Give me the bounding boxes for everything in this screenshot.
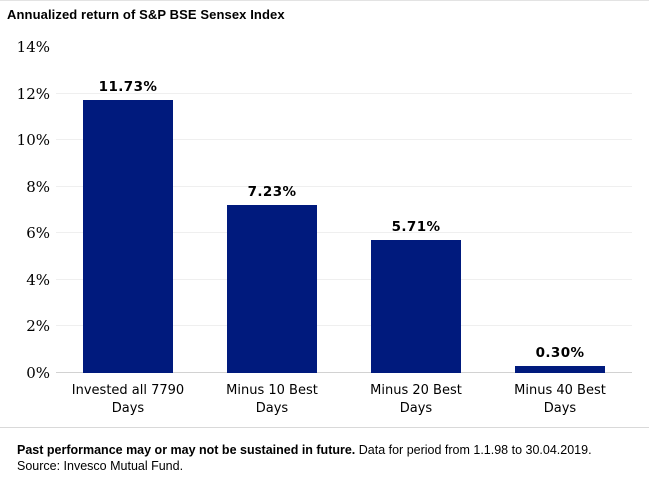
x-axis-baseline (56, 372, 632, 373)
bar-minus-40-best-days (515, 366, 605, 373)
bar-group-minus-40: 0.30% (488, 47, 632, 373)
bar-value-label: 11.73% (98, 78, 158, 95)
gridline (56, 325, 632, 327)
footer-divider (0, 427, 649, 428)
bar-group-minus-20: 5.71% (344, 47, 488, 373)
gridline (56, 278, 632, 280)
source-text: Source: Invesco Mutual Fund. (17, 459, 184, 473)
x-axis-labels: Invested all 7790 Days Minus 10 Best Day… (56, 382, 632, 418)
y-axis-tick: 6% (26, 224, 50, 243)
bar-invested-all-7790-days (83, 99, 173, 373)
gridline (56, 185, 632, 187)
chart-title: Annualized return of S&P BSE Sensex Inde… (7, 7, 285, 22)
y-axis-tick: 2% (26, 317, 50, 336)
bar-value-label: 0.30% (535, 345, 585, 361)
y-axis-tick: 10% (16, 131, 50, 150)
disclaimer-text: Past performance may or may not be susta… (17, 443, 592, 458)
gridline (56, 139, 632, 141)
y-axis-tick: 0% (26, 364, 50, 382)
y-axis-tick: 12% (16, 84, 50, 103)
disclaimer-regular: Data for period from 1.1.98 to 30.04.201… (355, 443, 592, 457)
y-axis: 14% 12% 10% 8% 6% 4% 2% 0% (0, 38, 50, 382)
disclaimer-bold: Past performance may or may not be susta… (17, 443, 356, 457)
bar-minus-10-best-days (227, 204, 317, 373)
bar-minus-20-best-days (371, 240, 461, 373)
gridline (56, 232, 632, 234)
bar-value-label: 7.23% (247, 183, 297, 200)
x-axis-category-label: Invested all 7790 Days (71, 383, 185, 416)
bar-value-label: 5.71% (391, 219, 441, 235)
gridline (56, 92, 632, 94)
gridlines (56, 47, 632, 373)
x-axis-category-label: Minus 10 Best Days (226, 383, 318, 416)
x-axis-category-label: Minus 40 Best Days (514, 383, 606, 416)
y-axis-tick: 4% (26, 270, 50, 289)
plot-area: 11.73% 7.23% 5.71% 0.30% (56, 47, 632, 373)
bar-series: 11.73% 7.23% 5.71% 0.30% (56, 47, 632, 373)
y-axis-tick: 8% (26, 177, 50, 196)
bar-group-minus-10: 7.23% (200, 47, 344, 373)
bar-group-invested-all: 11.73% (56, 47, 200, 373)
y-axis-tick: 14% (16, 38, 50, 56)
x-axis-category-label: Minus 20 Best Days (370, 383, 462, 416)
